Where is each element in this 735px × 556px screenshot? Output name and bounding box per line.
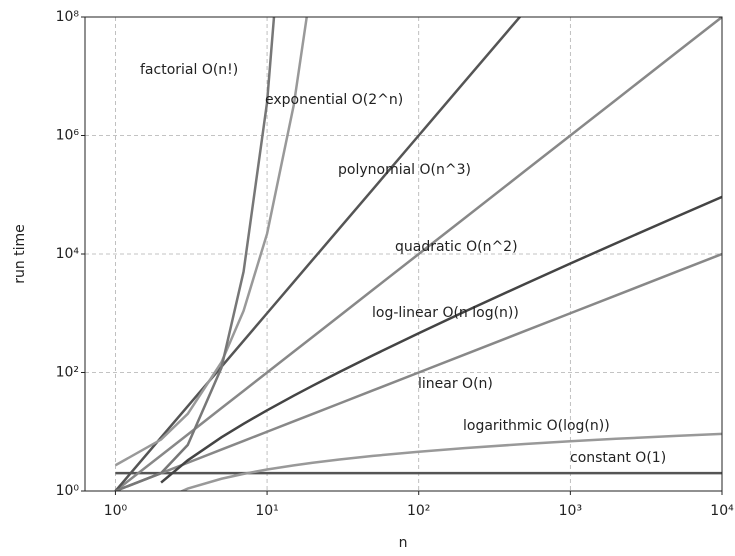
- y-axis-label: run time: [12, 224, 28, 284]
- y-tick-label: 10²: [56, 365, 79, 381]
- x-tick-label: 10⁴: [710, 503, 734, 519]
- x-tick-label: 10²: [407, 503, 430, 519]
- x-tick-label: 10¹: [255, 503, 278, 519]
- series-label: constant O(1): [570, 450, 666, 466]
- y-tick-label: 10⁶: [56, 128, 80, 144]
- x-tick-label: 10⁰: [104, 503, 128, 519]
- series-label: exponential O(2^n): [265, 92, 403, 108]
- series-line: [114, 17, 522, 491]
- y-tick-label: 10⁸: [56, 9, 80, 25]
- y-tick-label: 10⁰: [56, 483, 80, 499]
- y-tick-label: 10⁴: [56, 246, 80, 262]
- series-label: logarithmic O(log(n)): [463, 418, 610, 434]
- x-tick-label: 10³: [559, 503, 582, 519]
- series-line: [160, 195, 722, 484]
- series-label: log-linear O(n log(n)): [372, 305, 519, 321]
- series-label: linear O(n): [418, 376, 493, 392]
- series-line: [114, 252, 722, 491]
- x-axis-label: n: [399, 535, 408, 551]
- series-label: polynomial O(n^3): [338, 162, 471, 178]
- series-line: [114, 17, 308, 467]
- lines: [114, 17, 722, 491]
- series-line: [114, 17, 722, 491]
- series-line: [179, 432, 722, 491]
- series-line: [114, 17, 276, 491]
- series-label: quadratic O(n^2): [395, 239, 518, 255]
- series-label: factorial O(n!): [140, 62, 238, 78]
